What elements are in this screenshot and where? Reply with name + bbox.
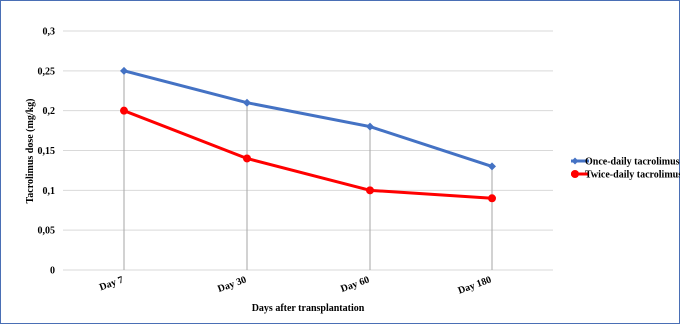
y-tick-label: 0,2 bbox=[43, 106, 56, 117]
y-tick-label: 0,25 bbox=[38, 66, 56, 77]
legend-label: Once-daily tacrolimus bbox=[585, 157, 680, 168]
data-point-diamond bbox=[366, 122, 374, 131]
y-axis-title: Tacrolimus dose (mg/kg) bbox=[25, 98, 36, 203]
x-axis-ticks: Day 7 Day 30 Day 60 Day 180 bbox=[98, 274, 493, 296]
series-line-1 bbox=[123, 69, 493, 168]
y-tick-label: 0,15 bbox=[38, 146, 56, 157]
y-axis-ticks: 0 0,05 0,1 0,15 0,2 0,25 0,3 bbox=[38, 27, 56, 277]
legend-marker-diamond bbox=[571, 157, 579, 165]
data-point-circle bbox=[488, 194, 496, 203]
series-line-2 bbox=[123, 109, 493, 200]
grid-lines bbox=[63, 30, 553, 271]
data-point-circle bbox=[366, 186, 374, 195]
x-tick-label: Day 30 bbox=[216, 274, 248, 295]
data-point-diamond bbox=[120, 66, 128, 75]
series-group bbox=[120, 66, 496, 203]
drop-lines bbox=[123, 70, 493, 270]
legend-label: Twice-daily tacrolimus bbox=[585, 170, 680, 181]
x-axis-title: Days after transplantation bbox=[252, 303, 365, 314]
data-point-diamond bbox=[243, 98, 251, 107]
legend: Once-daily tacrolimus Twice-daily tacroli… bbox=[571, 157, 680, 181]
y-tick-label: 0,1 bbox=[43, 186, 56, 197]
y-tick-label: 0,3 bbox=[43, 27, 56, 38]
x-tick-label: Day 180 bbox=[457, 274, 493, 296]
x-tick-label: Day 7 bbox=[98, 274, 125, 293]
y-tick-label: 0 bbox=[50, 266, 55, 277]
data-point-diamond bbox=[488, 162, 496, 171]
data-point-circle bbox=[120, 106, 128, 115]
legend-marker-circle bbox=[571, 170, 579, 178]
data-point-circle bbox=[243, 154, 251, 163]
x-tick-label: Day 60 bbox=[339, 274, 371, 295]
y-tick-label: 0,05 bbox=[38, 226, 56, 237]
